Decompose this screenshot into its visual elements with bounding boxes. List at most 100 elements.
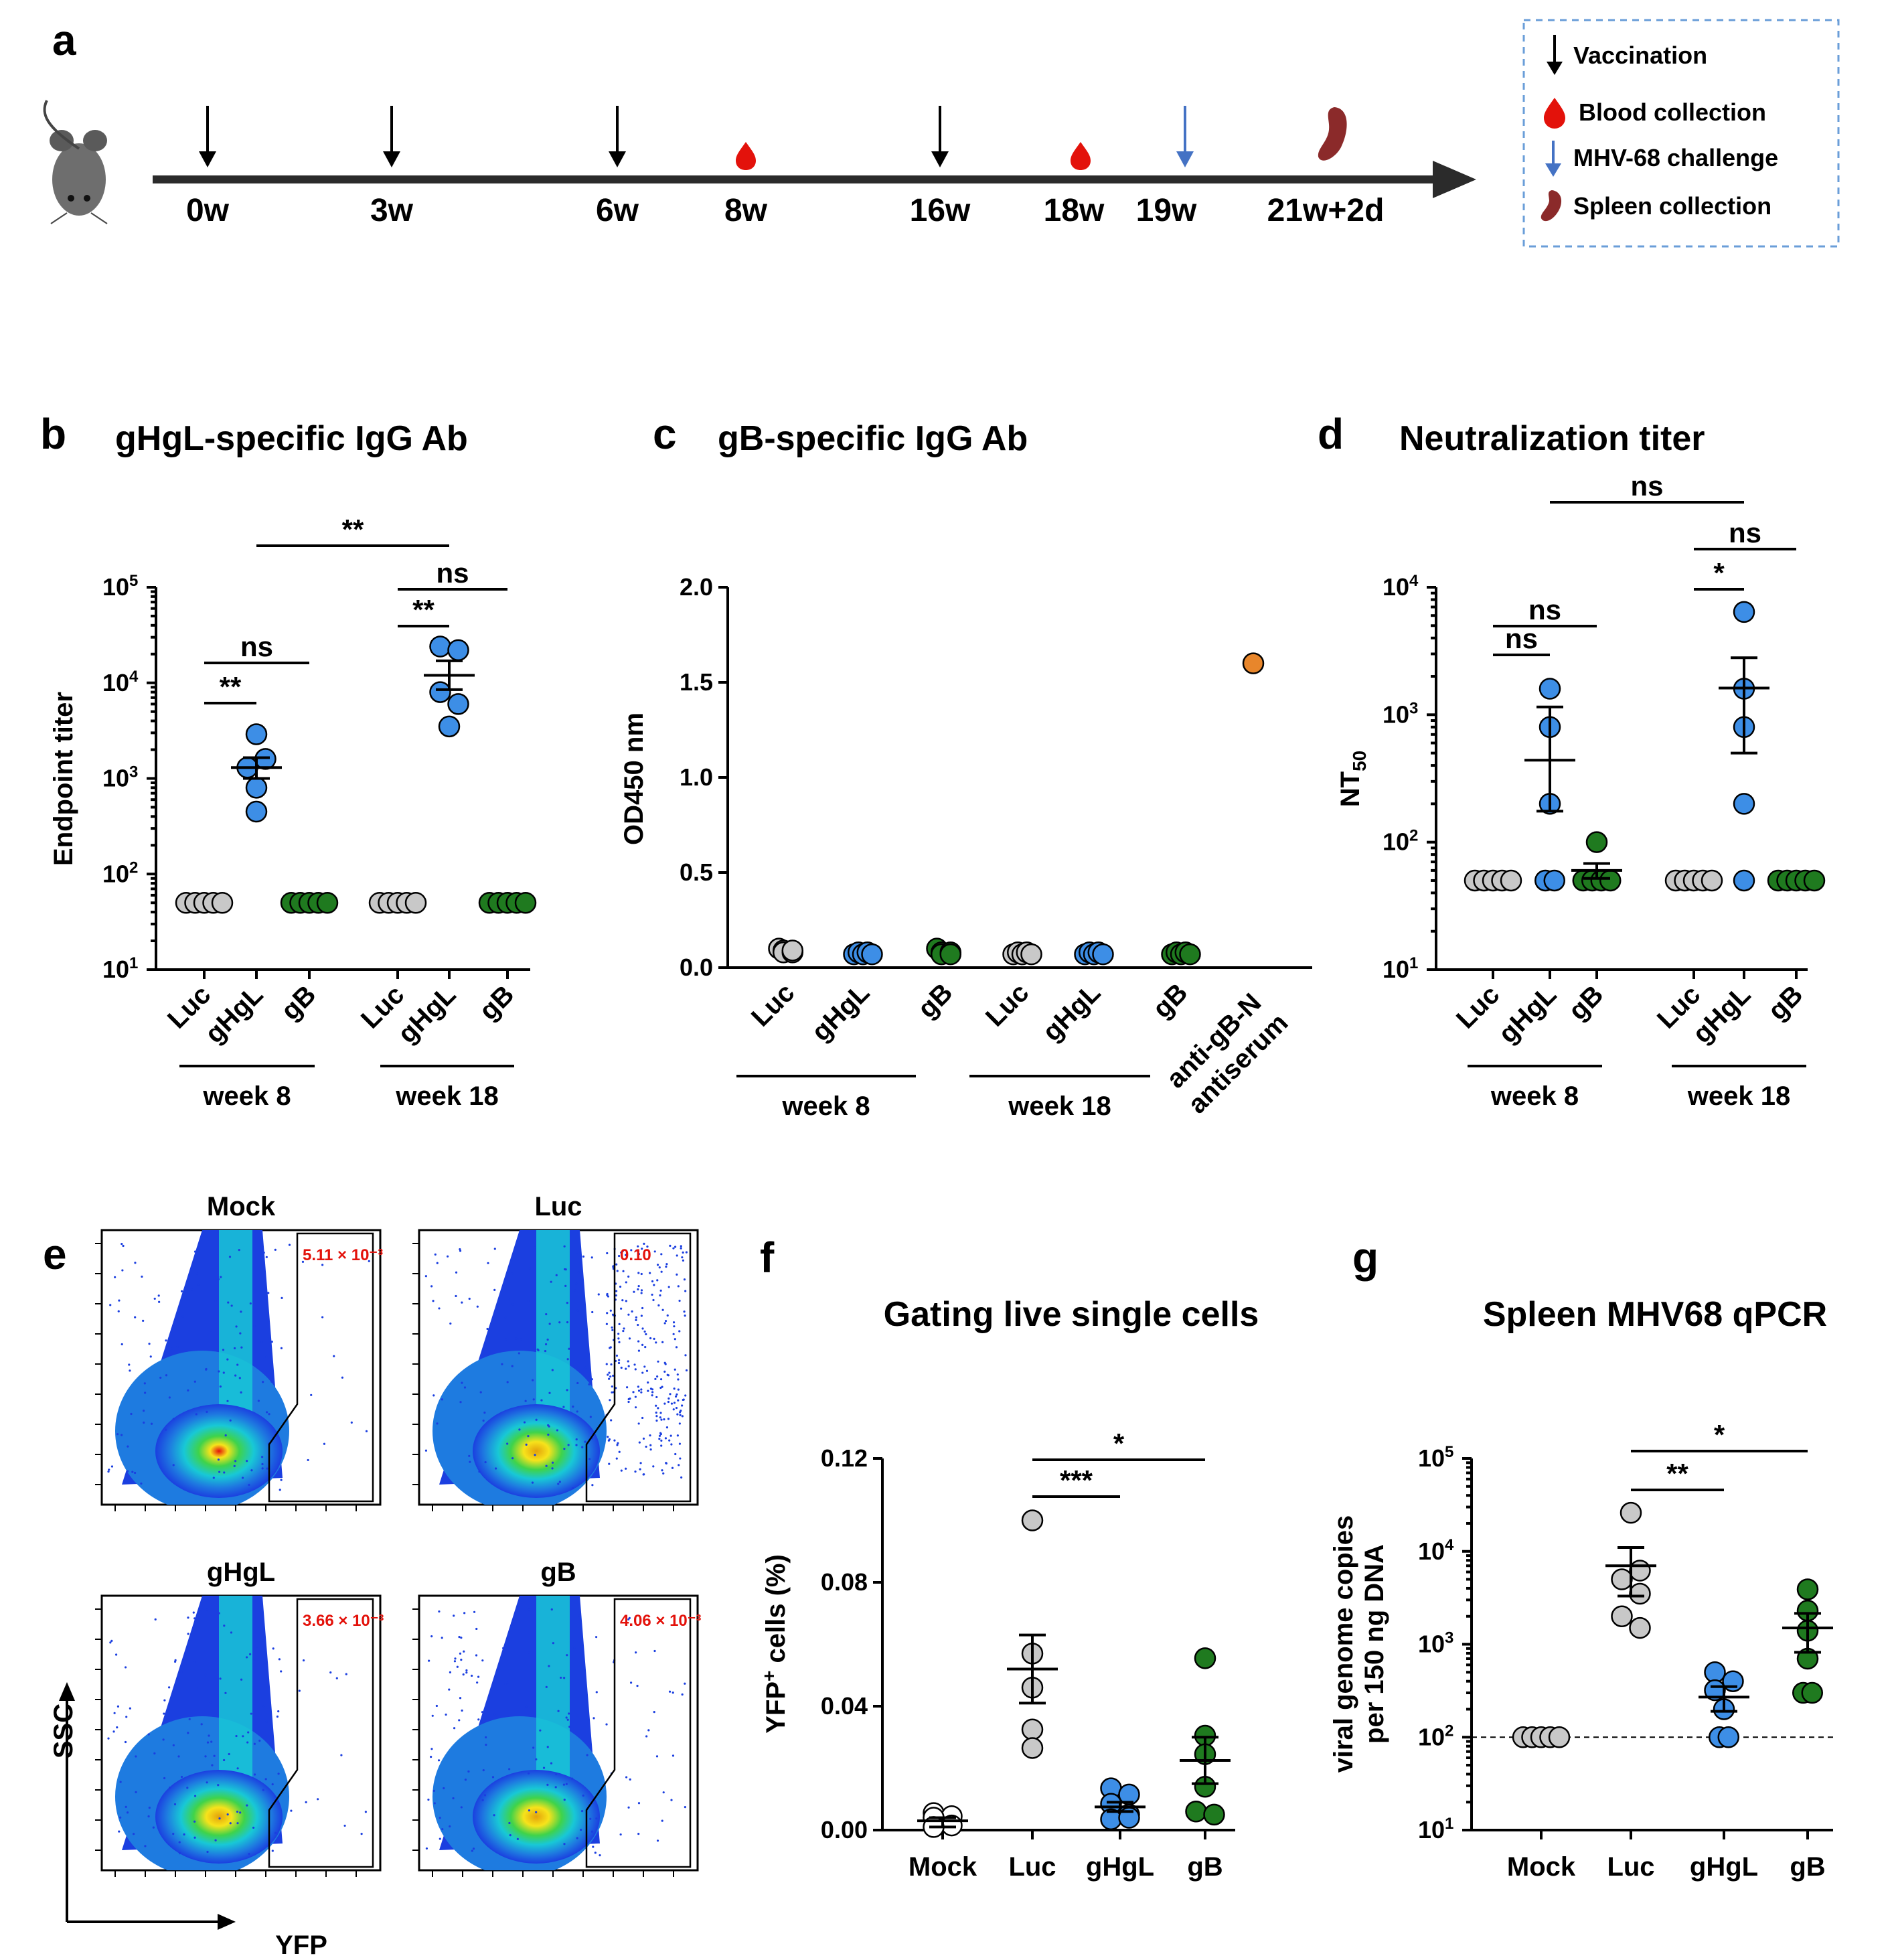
category-label: gHgL <box>1086 1852 1154 1882</box>
flow-event-dot <box>633 1290 635 1293</box>
flow-event-dot <box>555 1773 558 1776</box>
flow-event-dot <box>625 1281 627 1284</box>
flow-event-dot <box>511 1457 514 1460</box>
flow-event-dot <box>590 1256 593 1259</box>
flow-event-dot <box>121 1242 123 1246</box>
flow-event-dot <box>456 1665 459 1668</box>
flow-event-dot <box>506 1442 509 1445</box>
flow-event-dot <box>459 1401 462 1404</box>
data-point <box>1185 1801 1207 1823</box>
flow-event-dot <box>649 1434 651 1437</box>
flow-event-dot <box>644 1346 647 1349</box>
significance-label: * <box>1113 1428 1125 1459</box>
flow-event-dot <box>545 1464 548 1467</box>
flow-event-dot <box>430 1756 432 1758</box>
flow-event-dot <box>193 1836 196 1839</box>
flow-event-dot <box>187 1732 189 1734</box>
flow-event-dot <box>625 1776 628 1779</box>
category-label: gHgL <box>1493 980 1562 1049</box>
flow-event-dot <box>183 1833 185 1836</box>
category-label: gB <box>1187 1852 1223 1882</box>
flow-event-dot <box>672 1247 675 1250</box>
flow-event-dot <box>590 1378 593 1381</box>
flow-event-dot <box>663 1402 666 1405</box>
flow-event-dot <box>159 1376 162 1379</box>
legend-vaccination: Vaccination <box>1573 42 1707 69</box>
flow-event-dot <box>620 1251 623 1254</box>
flow-event-dot <box>431 1714 434 1717</box>
density-core <box>473 1770 600 1864</box>
flow-event-dot <box>220 1276 222 1278</box>
flow-event-dot <box>245 1656 248 1659</box>
flow-event-dot <box>659 1294 661 1297</box>
flow-event-dot <box>659 1416 661 1419</box>
flow-event-dot <box>652 1298 655 1302</box>
flow-event-dot <box>532 1398 535 1401</box>
flow-event-dot <box>149 1355 152 1358</box>
flow-density <box>107 1596 367 1870</box>
y-tick-exponent: 2 <box>1409 827 1418 845</box>
flow-event-dot <box>179 1852 181 1855</box>
flow-event-dot <box>655 1411 657 1414</box>
flow-event-dot <box>607 1295 610 1298</box>
chart-title: gHgL-specific IgG Ab <box>115 419 468 458</box>
flow-event-dot <box>610 1419 613 1422</box>
flow-event-dot <box>683 1278 686 1281</box>
flow-event-dot <box>464 1779 467 1781</box>
flow-event-dot <box>655 1341 657 1344</box>
flow-event-dot <box>110 1639 113 1642</box>
flow-event-dot <box>667 1374 670 1377</box>
flow-event-dot <box>279 1489 281 1491</box>
flow-event-dot <box>493 1814 495 1817</box>
flow-event-dot <box>119 1816 122 1819</box>
flow-event-dot <box>551 1467 554 1470</box>
flow-event-dot <box>463 1386 467 1389</box>
flow-event-dot <box>188 1718 191 1720</box>
flow-event-dot <box>679 1414 682 1416</box>
flow-event-dot <box>234 1374 237 1377</box>
flow-event-dot <box>611 1313 615 1316</box>
flow-event-dot <box>681 1256 684 1259</box>
flow-event-dot <box>672 1321 676 1324</box>
flow-event-dot <box>427 1798 430 1801</box>
flow-event-dot <box>655 1404 657 1407</box>
flow-event-dot <box>435 1704 438 1708</box>
category-label: gHgL <box>806 978 875 1047</box>
panel-label: d <box>1318 410 1344 458</box>
flow-event-dot <box>678 1330 681 1333</box>
flow-event-dot <box>127 1470 129 1473</box>
flow-event-dot <box>508 1298 511 1301</box>
flow-event-dot <box>622 1270 625 1273</box>
y-tick-label: 0.00 <box>821 1816 868 1843</box>
flow-event-dot <box>430 1635 433 1638</box>
flow-event-dot <box>668 1690 672 1693</box>
y-tick-label: 1.5 <box>680 668 713 696</box>
panel-a: a 0w 3w 6w 8w 16w 18w 19w 21w+2d <box>43 16 1840 248</box>
flow-event-dot <box>460 1659 463 1661</box>
flow-event-dot <box>595 1636 598 1639</box>
flow-event-dot <box>669 1434 672 1437</box>
flow-event-dot <box>635 1316 637 1318</box>
flow-event-dot <box>581 1446 584 1448</box>
yfp-gate <box>268 1232 374 1503</box>
flow-event-dot <box>618 1341 621 1343</box>
category-label: gHgL <box>200 980 268 1049</box>
flow-event-dot <box>448 1688 451 1691</box>
flow-event-dot <box>655 1415 658 1418</box>
flow-event-dot <box>152 1826 155 1829</box>
flow-event-dot <box>625 1467 627 1470</box>
flow-event-dot <box>461 1381 463 1384</box>
flow-event-dot <box>546 1783 549 1786</box>
flow-event-dot <box>248 1853 250 1856</box>
y-tick-label: 10 <box>1418 1723 1445 1750</box>
flow-event-dot <box>584 1440 586 1443</box>
data-point <box>1620 1501 1642 1524</box>
flow-event-dot <box>606 1292 609 1296</box>
flow-event-dot <box>469 1460 471 1463</box>
flow-event-dot <box>563 1799 566 1801</box>
flow-event-dot <box>143 1421 145 1424</box>
y-tick-exponent: 1 <box>129 954 138 972</box>
flow-event-dot <box>217 1278 220 1280</box>
flow-event-dot <box>629 1778 631 1781</box>
flow-event-dot <box>641 1248 643 1250</box>
